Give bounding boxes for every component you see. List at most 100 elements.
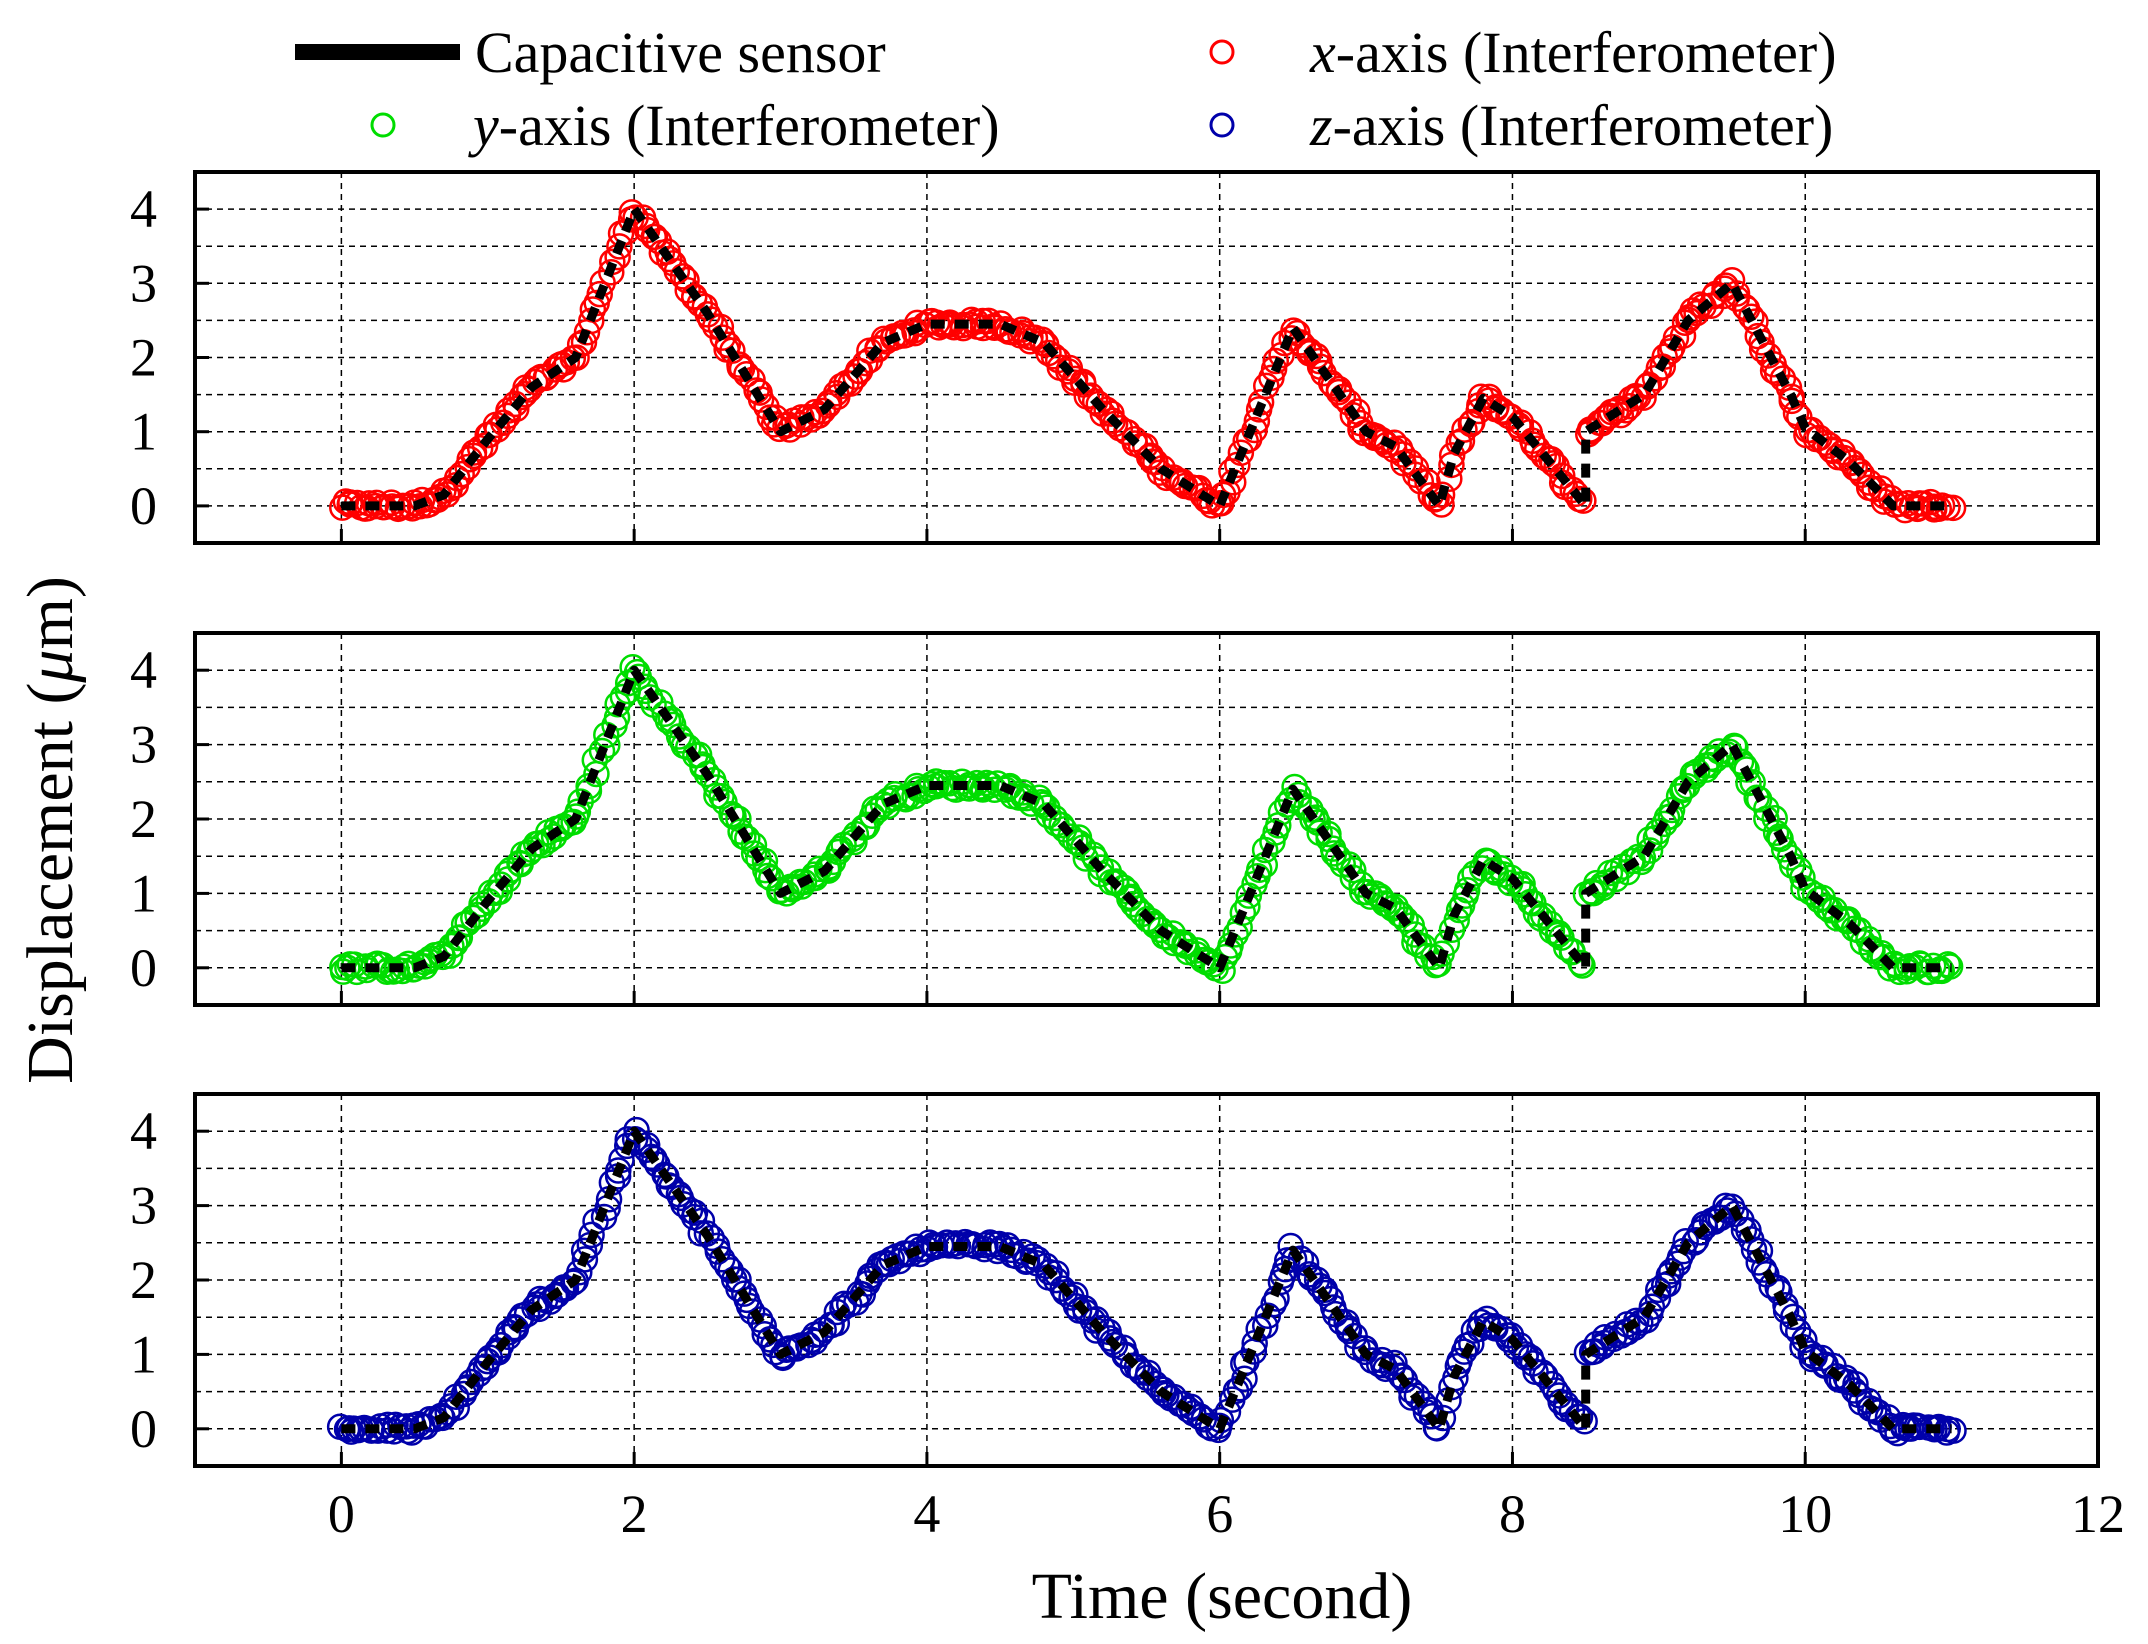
data-point bbox=[1077, 382, 1105, 409]
y-tick-label: 3 bbox=[130, 1176, 157, 1236]
data-point bbox=[1523, 435, 1551, 462]
data-point bbox=[1629, 844, 1657, 872]
data-point bbox=[457, 1368, 485, 1396]
data-point bbox=[693, 760, 721, 788]
data-point bbox=[1553, 934, 1580, 962]
y-tick-label: 2 bbox=[130, 1250, 157, 1310]
data-point bbox=[1915, 958, 1943, 986]
data-point bbox=[1940, 1417, 1967, 1444]
panel-1: 0 1 2 3 4 bbox=[130, 170, 2100, 545]
data-point bbox=[1303, 342, 1330, 370]
data-point bbox=[1845, 917, 1873, 944]
data-point bbox=[521, 368, 549, 396]
legend-z-label: z-axis (Interferometer) bbox=[1309, 93, 1833, 158]
data-point bbox=[1789, 864, 1816, 891]
data-point bbox=[448, 460, 475, 488]
data-point bbox=[552, 1275, 580, 1302]
data-point bbox=[918, 770, 946, 798]
y-tick-label: 3 bbox=[130, 253, 157, 313]
data-point bbox=[1388, 1363, 1415, 1390]
x-tick-label: 2 bbox=[621, 1484, 648, 1544]
data-point bbox=[446, 924, 474, 951]
data-point bbox=[1693, 756, 1720, 783]
data-point bbox=[794, 403, 822, 431]
y-tick-label: 1 bbox=[130, 863, 157, 923]
data-point bbox=[598, 258, 625, 286]
legend-z-marker bbox=[1209, 112, 1235, 138]
data-point bbox=[1780, 1303, 1807, 1331]
y-tick-label: 2 bbox=[130, 789, 157, 849]
data-point bbox=[438, 932, 465, 960]
data-point bbox=[669, 263, 697, 290]
x-tick-label: 4 bbox=[913, 1484, 940, 1544]
y-tick-label: 3 bbox=[130, 715, 157, 775]
legend-y-label: y-axis (Interferometer) bbox=[468, 93, 1000, 158]
data-point bbox=[949, 314, 977, 342]
data-point bbox=[1796, 878, 1824, 906]
data-point bbox=[966, 773, 994, 800]
y-tick-label: 1 bbox=[130, 1324, 157, 1384]
data-point bbox=[1532, 1362, 1559, 1389]
data-point bbox=[1423, 485, 1450, 512]
data-point bbox=[718, 800, 745, 828]
x-axis-title: Time (second) bbox=[1032, 1560, 1413, 1633]
data-point bbox=[578, 1221, 605, 1249]
data-point bbox=[638, 1143, 665, 1171]
capacitive-sensor-line bbox=[341, 665, 1952, 973]
data-point bbox=[466, 435, 494, 462]
y-tick-label: 0 bbox=[130, 938, 157, 998]
data-point bbox=[1753, 805, 1780, 833]
x-tick-label: 10 bbox=[1778, 1484, 1832, 1544]
data-point bbox=[1567, 949, 1594, 977]
panel-2: 0 1 2 3 4 bbox=[130, 631, 2100, 1007]
data-point bbox=[747, 386, 775, 413]
data-point bbox=[605, 1157, 632, 1184]
data-point bbox=[1347, 416, 1374, 443]
data-point bbox=[1453, 877, 1481, 904]
data-point bbox=[1753, 795, 1780, 823]
data-point bbox=[972, 1231, 999, 1259]
data-point bbox=[1325, 378, 1353, 406]
data-point bbox=[1683, 758, 1711, 785]
data-point bbox=[1392, 906, 1419, 933]
y-tick-label: 2 bbox=[130, 328, 157, 388]
data-point bbox=[1772, 1297, 1800, 1325]
data-point bbox=[698, 1224, 725, 1252]
data-point bbox=[1311, 1279, 1339, 1307]
data-point bbox=[1096, 1325, 1124, 1352]
data-point bbox=[1738, 303, 1765, 330]
data-point bbox=[1841, 454, 1868, 482]
data-point bbox=[1636, 837, 1664, 864]
y-tick-label: 0 bbox=[130, 476, 157, 536]
data-point bbox=[1739, 769, 1766, 796]
data-point bbox=[564, 798, 592, 825]
capacitive-sensor-line bbox=[341, 1126, 1952, 1434]
data-point bbox=[1340, 856, 1367, 884]
data-point bbox=[809, 397, 837, 425]
data-point bbox=[1658, 1258, 1685, 1285]
data-point bbox=[1229, 899, 1257, 927]
data-point bbox=[727, 818, 754, 845]
data-point bbox=[614, 1132, 641, 1160]
data-point bbox=[640, 223, 667, 251]
data-point bbox=[1245, 856, 1273, 883]
data-point bbox=[1231, 1365, 1258, 1392]
data-point bbox=[1120, 890, 1147, 918]
legend-y-marker bbox=[370, 112, 396, 138]
x-tick-label: 8 bbox=[1499, 1484, 1526, 1544]
data-point bbox=[1227, 439, 1255, 467]
data-point bbox=[1153, 464, 1180, 492]
data-point bbox=[1306, 819, 1333, 846]
data-point bbox=[1262, 347, 1290, 375]
data-point bbox=[1389, 441, 1416, 468]
data-point bbox=[1571, 1407, 1598, 1435]
data-point bbox=[588, 737, 616, 765]
data-point bbox=[828, 372, 855, 400]
y-tick-label: 4 bbox=[130, 1101, 157, 1161]
data-point bbox=[673, 266, 700, 294]
data-point bbox=[604, 690, 631, 718]
data-point bbox=[487, 1332, 515, 1359]
data-point bbox=[1445, 429, 1472, 457]
